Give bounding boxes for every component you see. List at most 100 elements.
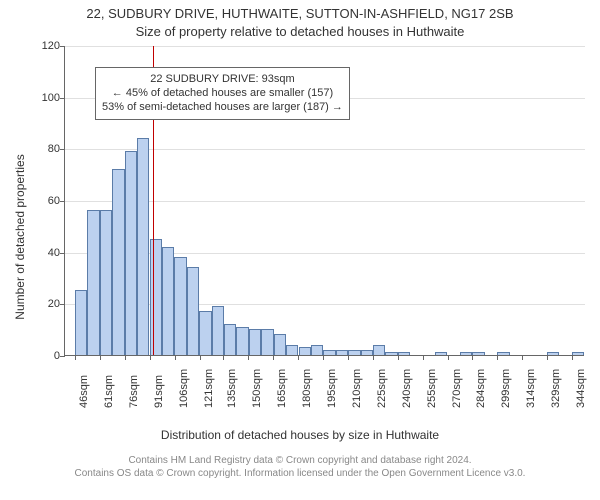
- x-tick-label: 329sqm: [550, 369, 562, 408]
- x-tick-label: 61sqm: [103, 375, 115, 408]
- chart-footer: Contains HM Land Registry data © Crown c…: [0, 454, 600, 480]
- y-tick-label: 40: [30, 247, 60, 259]
- x-tick-mark: [100, 355, 101, 360]
- x-tick-label: 106sqm: [178, 369, 190, 408]
- footer-line-1: Contains HM Land Registry data © Crown c…: [0, 454, 600, 467]
- histogram-bar: [274, 334, 286, 355]
- y-axis-label: Number of detached properties: [13, 127, 27, 347]
- histogram-bar: [311, 345, 323, 355]
- x-tick-label: 255sqm: [426, 369, 438, 408]
- x-tick-mark: [323, 355, 324, 360]
- x-tick-mark: [200, 355, 201, 360]
- plot-area: 22 SUDBURY DRIVE: 93sqm← 45% of detached…: [64, 46, 584, 356]
- x-tick-mark: [298, 355, 299, 360]
- histogram-bar: [348, 350, 360, 355]
- x-tick-mark: [273, 355, 274, 360]
- histogram-bar: [249, 329, 261, 355]
- histogram-bar: [199, 311, 211, 355]
- x-tick-mark: [572, 355, 573, 360]
- annotation-line-3: 53% of semi-detached houses are larger (…: [102, 100, 343, 114]
- histogram-bar: [286, 345, 298, 355]
- histogram-bar: [100, 210, 112, 355]
- histogram-bar: [224, 324, 236, 355]
- histogram-bar: [336, 350, 348, 355]
- x-tick-label: 240sqm: [401, 369, 413, 408]
- histogram-bar: [75, 290, 87, 355]
- x-tick-mark: [448, 355, 449, 360]
- chart-title-address: 22, SUDBURY DRIVE, HUTHWAITE, SUTTON-IN-…: [0, 6, 600, 21]
- histogram-bar: [174, 257, 186, 355]
- x-tick-label: 135sqm: [226, 369, 238, 408]
- y-tick-label: 120: [30, 40, 60, 52]
- x-tick-mark: [248, 355, 249, 360]
- grid-line: [65, 46, 585, 47]
- y-tick-mark: [60, 253, 65, 254]
- histogram-bar: [299, 347, 311, 355]
- x-tick-mark: [423, 355, 424, 360]
- chart-container: 22, SUDBURY DRIVE, HUTHWAITE, SUTTON-IN-…: [0, 0, 600, 500]
- y-tick-label: 20: [30, 298, 60, 310]
- histogram-bar: [361, 350, 373, 355]
- y-tick-mark: [60, 98, 65, 99]
- x-tick-label: 344sqm: [575, 369, 587, 408]
- x-tick-mark: [497, 355, 498, 360]
- footer-line-2: Contains OS data © Crown copyright. Info…: [0, 467, 600, 480]
- x-tick-label: 195sqm: [326, 369, 338, 408]
- y-tick-label: 60: [30, 195, 60, 207]
- x-tick-mark: [75, 355, 76, 360]
- x-tick-label: 46sqm: [78, 375, 90, 408]
- x-tick-label: 91sqm: [153, 375, 165, 408]
- x-tick-mark: [125, 355, 126, 360]
- chart-title-description: Size of property relative to detached ho…: [0, 24, 600, 39]
- histogram-bar: [261, 329, 273, 355]
- histogram-bar: [472, 352, 484, 355]
- histogram-bar: [236, 327, 248, 355]
- x-tick-label: 76sqm: [128, 375, 140, 408]
- x-tick-label: 284sqm: [475, 369, 487, 408]
- histogram-bar: [373, 345, 385, 355]
- x-tick-label: 314sqm: [525, 369, 537, 408]
- histogram-bar: [187, 267, 199, 355]
- annotation-line-2: ← 45% of detached houses are smaller (15…: [102, 86, 343, 100]
- y-tick-mark: [60, 356, 65, 357]
- x-tick-label: 270sqm: [451, 369, 463, 408]
- x-tick-label: 299sqm: [500, 369, 512, 408]
- histogram-bar: [150, 239, 162, 355]
- annotation-box: 22 SUDBURY DRIVE: 93sqm← 45% of detached…: [95, 67, 350, 120]
- y-tick-mark: [60, 46, 65, 47]
- y-tick-label: 0: [30, 350, 60, 362]
- histogram-bar: [112, 169, 124, 355]
- histogram-bar: [547, 352, 559, 355]
- y-tick-label: 100: [30, 92, 60, 104]
- x-tick-label: 210sqm: [351, 369, 363, 408]
- y-tick-mark: [60, 149, 65, 150]
- histogram-bar: [125, 151, 137, 355]
- histogram-bar: [398, 352, 410, 355]
- histogram-bar: [460, 352, 472, 355]
- x-tick-label: 180sqm: [301, 369, 313, 408]
- histogram-bar: [323, 350, 335, 355]
- y-tick-label: 80: [30, 143, 60, 155]
- x-tick-mark: [175, 355, 176, 360]
- histogram-bar: [497, 352, 509, 355]
- x-tick-mark: [348, 355, 349, 360]
- annotation-line-1: 22 SUDBURY DRIVE: 93sqm: [102, 72, 343, 86]
- histogram-bar: [137, 138, 149, 355]
- histogram-bar: [162, 247, 174, 356]
- histogram-bar: [435, 352, 447, 355]
- x-tick-mark: [150, 355, 151, 360]
- x-tick-mark: [223, 355, 224, 360]
- histogram-bar: [87, 210, 99, 355]
- x-tick-mark: [398, 355, 399, 360]
- x-tick-label: 165sqm: [276, 369, 288, 408]
- y-tick-mark: [60, 304, 65, 305]
- x-axis-label: Distribution of detached houses by size …: [0, 428, 600, 442]
- x-tick-label: 121sqm: [203, 369, 215, 408]
- y-tick-mark: [60, 201, 65, 202]
- x-tick-mark: [547, 355, 548, 360]
- x-tick-mark: [373, 355, 374, 360]
- x-tick-mark: [522, 355, 523, 360]
- x-tick-label: 225sqm: [376, 369, 388, 408]
- histogram-bar: [385, 352, 397, 355]
- histogram-bar: [212, 306, 224, 355]
